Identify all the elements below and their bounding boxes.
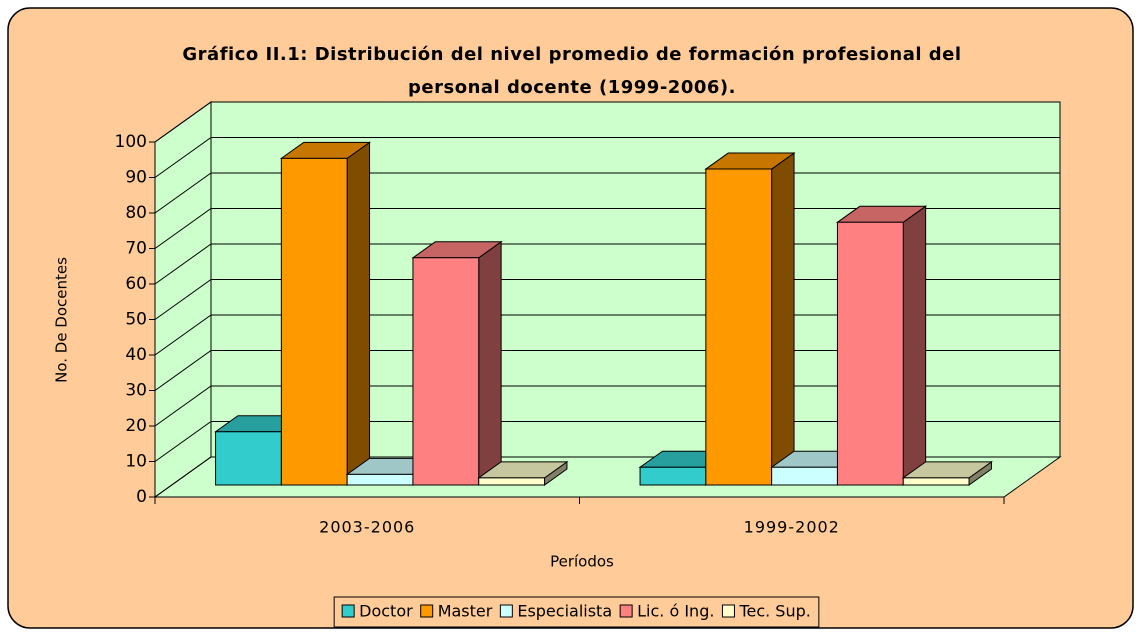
bar-front: [771, 466, 838, 486]
legend-box: [333, 596, 820, 628]
bar-side: [771, 152, 795, 486]
bar: [411, 240, 503, 486]
bar-front: [412, 257, 480, 486]
x-tick-label: 2003-2006: [319, 518, 415, 537]
legend-swatch: [341, 604, 355, 618]
bar: [901, 460, 994, 486]
chart-title: personal docente (1999-2006).: [408, 77, 736, 98]
y-tick-label: 40: [125, 345, 147, 365]
bar-side: [346, 141, 371, 486]
legend-swatch: [420, 604, 434, 618]
bar-side: [902, 205, 927, 486]
chart-title: Gráfico II.1: Distribución del nivel pro…: [182, 44, 961, 65]
legend: Doctor Master Especialista Lic. ó Ing. Tec. …: [333, 596, 820, 628]
legend-label: Master: [438, 602, 493, 621]
y-tick-label: 90: [125, 168, 147, 188]
y-tick-label: 0: [136, 487, 147, 507]
legend-swatch: [721, 604, 735, 618]
x-tick-label: 1999-2002: [744, 518, 840, 537]
bar: [835, 205, 928, 486]
legend-swatch: [499, 604, 513, 618]
bar-front: [280, 157, 348, 486]
bar-front: [836, 221, 904, 486]
bar-front: [478, 477, 546, 486]
bar-front: [346, 473, 414, 486]
bar: [704, 152, 796, 486]
legend-label: Lic. ó Ing.: [637, 602, 714, 621]
bar: [477, 460, 569, 486]
y-tick-label: 80: [125, 203, 147, 223]
legend-label: Tec. Sup.: [738, 602, 810, 621]
bar-front: [215, 431, 282, 486]
y-tick-label: 10: [125, 452, 147, 472]
bar-side: [478, 240, 502, 486]
legend-label: Doctor: [359, 602, 413, 621]
x-axis-label: Períodos: [550, 553, 614, 571]
legend-label: Especialista: [517, 602, 612, 621]
y-tick-label: 30: [125, 381, 147, 401]
y-tick-label: 100: [115, 132, 147, 152]
y-tick-label: 70: [125, 239, 147, 259]
y-tick-label: 60: [125, 274, 147, 294]
bar: [279, 141, 372, 486]
legend-swatch: [619, 604, 633, 618]
y-tick-label: 50: [125, 310, 147, 330]
grid-line: [154, 137, 1060, 178]
bar-front: [639, 466, 707, 486]
grid-line: [154, 101, 1060, 143]
bar-front: [705, 168, 773, 486]
y-tick-label: 20: [125, 416, 147, 436]
y-axis-label: No. De Docentes: [53, 257, 71, 383]
bar-front: [902, 477, 970, 486]
